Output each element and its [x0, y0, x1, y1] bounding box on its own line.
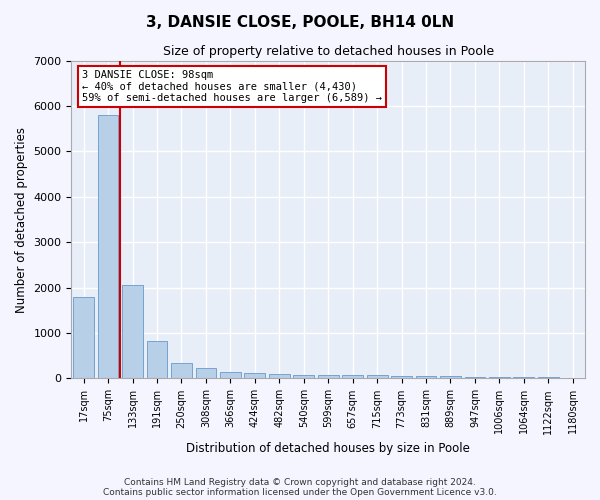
Bar: [98, 115, 118, 378]
Bar: [73, 296, 94, 378]
Bar: [416, 376, 436, 378]
Bar: [342, 376, 363, 378]
Bar: [122, 286, 143, 378]
Bar: [367, 376, 388, 378]
Bar: [318, 376, 338, 378]
Y-axis label: Number of detached properties: Number of detached properties: [15, 126, 28, 312]
X-axis label: Distribution of detached houses by size in Poole: Distribution of detached houses by size …: [186, 442, 470, 455]
Bar: [440, 376, 461, 378]
Bar: [293, 375, 314, 378]
Bar: [391, 376, 412, 378]
Bar: [514, 377, 534, 378]
Bar: [269, 374, 290, 378]
Text: 3, DANSIE CLOSE, POOLE, BH14 0LN: 3, DANSIE CLOSE, POOLE, BH14 0LN: [146, 15, 454, 30]
Bar: [220, 372, 241, 378]
Text: Contains HM Land Registry data © Crown copyright and database right 2024.
Contai: Contains HM Land Registry data © Crown c…: [103, 478, 497, 497]
Bar: [464, 376, 485, 378]
Bar: [146, 341, 167, 378]
Text: 3 DANSIE CLOSE: 98sqm
← 40% of detached houses are smaller (4,430)
59% of semi-d: 3 DANSIE CLOSE: 98sqm ← 40% of detached …: [82, 70, 382, 103]
Bar: [244, 373, 265, 378]
Title: Size of property relative to detached houses in Poole: Size of property relative to detached ho…: [163, 45, 494, 58]
Bar: [489, 377, 510, 378]
Bar: [196, 368, 217, 378]
Bar: [171, 363, 192, 378]
